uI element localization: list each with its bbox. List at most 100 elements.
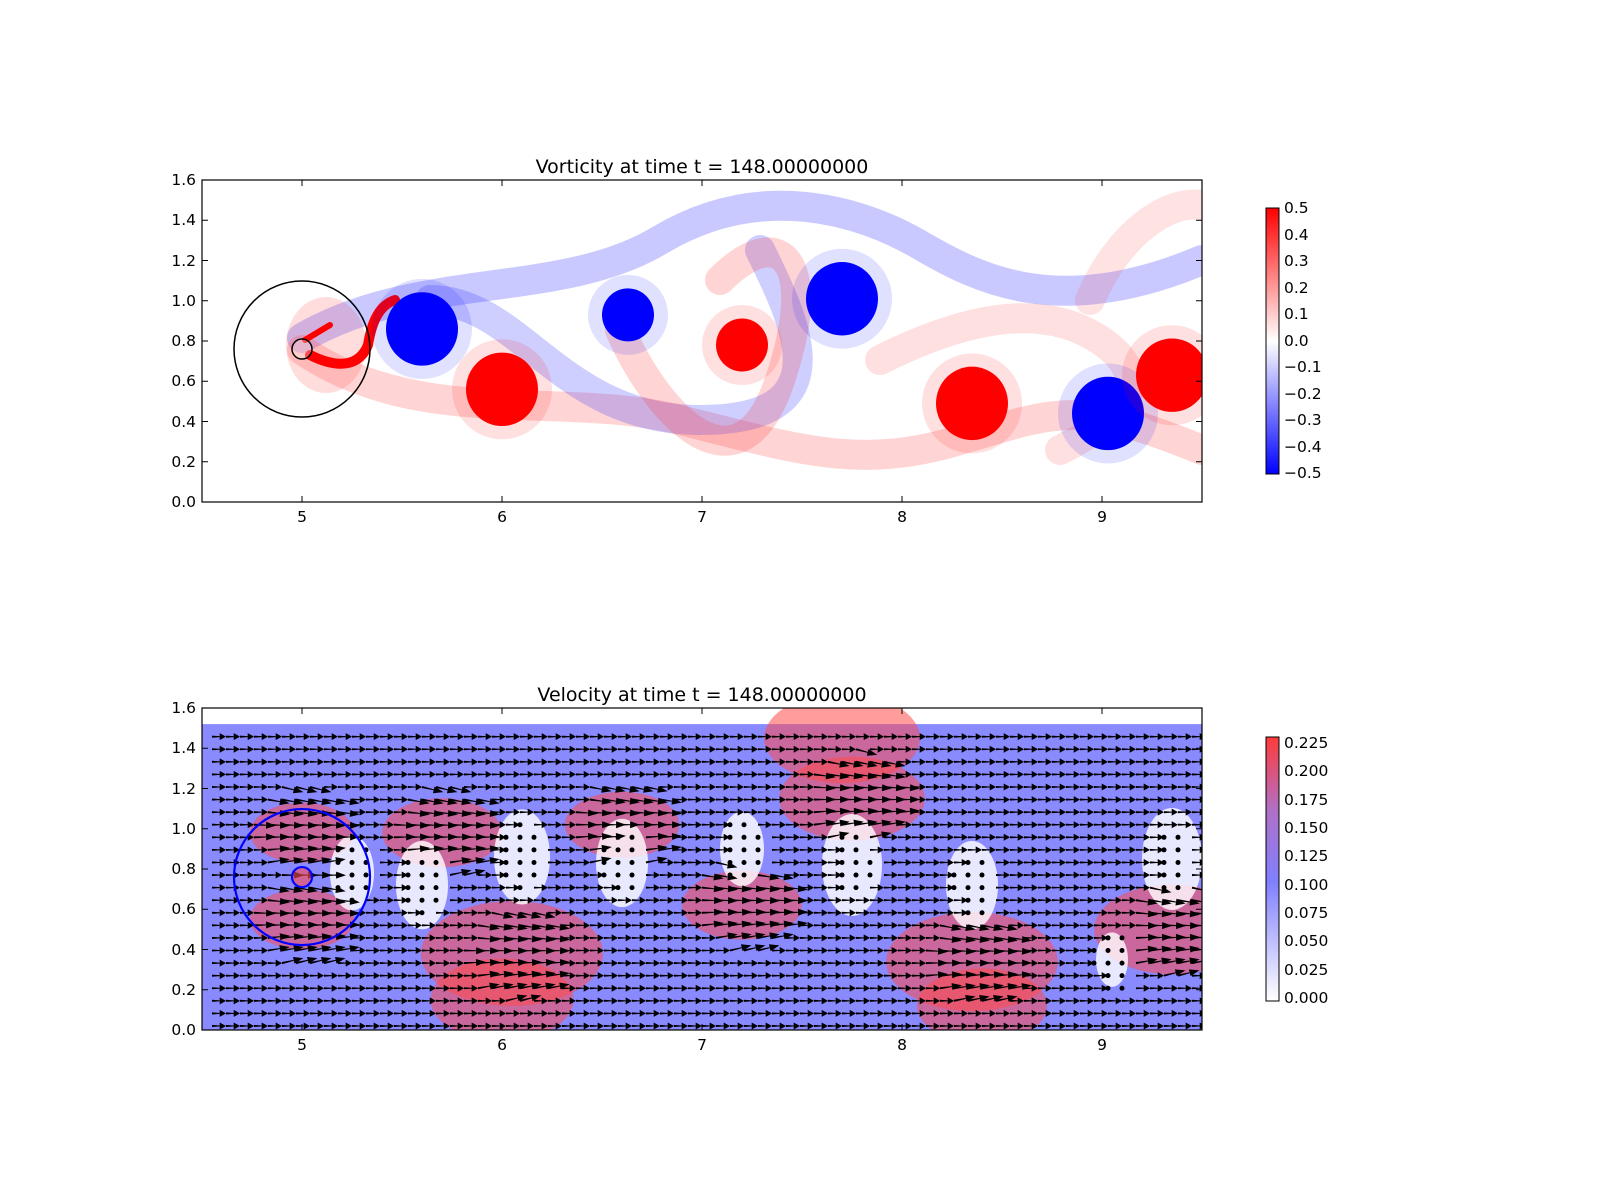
quiver-arrow-head xyxy=(320,786,332,794)
quiver-dot xyxy=(1105,960,1111,966)
quiver-arrow xyxy=(786,785,800,789)
quiver-arrow xyxy=(366,823,380,826)
quiver-arrow xyxy=(1136,735,1150,738)
quiver-arrow xyxy=(478,785,492,789)
quiver-arrow-head xyxy=(793,821,800,829)
vort-cbar-label: −0.4 xyxy=(1284,438,1322,456)
quiver-arrow xyxy=(562,798,576,801)
vel-ytick-label: 1.4 xyxy=(171,739,196,757)
quiver-arrow-head xyxy=(919,871,926,879)
quiver-arrow xyxy=(730,974,744,977)
quiver-arrow xyxy=(366,987,380,990)
quiver-arrow-head xyxy=(345,783,352,791)
quiver-arrow xyxy=(869,798,892,801)
quiver-arrow-head xyxy=(947,1022,954,1030)
quiver-arrow-head xyxy=(905,896,912,904)
quiver-arrow-head xyxy=(919,896,926,904)
quiver-arrow-head xyxy=(1087,783,1094,791)
quiver-arrow xyxy=(1150,748,1164,751)
quiver-arrow xyxy=(1052,899,1066,902)
quiver-arrow xyxy=(982,836,996,839)
quiver-arrow-head xyxy=(373,1022,380,1030)
quiver-arrow-head xyxy=(947,858,954,866)
quiver-arrow xyxy=(814,949,828,952)
quiver-arrow xyxy=(688,899,702,902)
quiver-arrow xyxy=(1150,1012,1164,1015)
quiver-dot xyxy=(517,872,523,878)
quiver-arrow xyxy=(674,999,688,1002)
quiver-arrow-head xyxy=(513,808,520,816)
quiver-arrow-head xyxy=(723,959,730,967)
quiver-arrow-head xyxy=(569,833,576,841)
quiver-arrow-head xyxy=(765,984,772,992)
quiver-arrow xyxy=(856,936,870,939)
quiver-arrow xyxy=(814,936,828,939)
quiver-arrow-head xyxy=(471,896,478,904)
quiver-arrow-head xyxy=(1157,833,1164,841)
quiver-arrow-head xyxy=(555,896,562,904)
quiver-arrow-head xyxy=(933,858,940,866)
quiver-arrow-head xyxy=(863,733,870,741)
quiver-arrow-head xyxy=(709,1022,716,1030)
quiver-arrow-head xyxy=(583,1022,590,1030)
quiver-arrow-head xyxy=(1073,871,1080,879)
quiver-arrow-head xyxy=(1073,808,1080,816)
quiver-arrow-head xyxy=(261,770,268,778)
quiver-arrow-head xyxy=(765,997,772,1005)
quiver-arrow xyxy=(898,999,912,1002)
quiver-arrow-head xyxy=(359,808,366,816)
quiver-arrow xyxy=(674,949,688,952)
quiver-arrow-head xyxy=(695,858,702,866)
quiver-arrow-head xyxy=(219,934,226,942)
quiver-arrow-head xyxy=(849,1022,856,1030)
quiver-arrow xyxy=(856,1012,870,1015)
quiver-arrow-head xyxy=(387,733,394,741)
quiver-arrow xyxy=(800,861,814,864)
quiver-arrow xyxy=(352,785,366,789)
quiver-arrow-head xyxy=(541,770,548,778)
quiver-dot xyxy=(531,834,537,840)
quiver-arrow-head xyxy=(415,997,422,1005)
quiver-arrow-head xyxy=(849,934,856,942)
quiver-dot xyxy=(755,834,761,840)
quiver-arrow xyxy=(520,798,534,801)
quiver-arrow-head xyxy=(429,758,436,766)
quiver-arrow-head xyxy=(359,934,366,942)
quiver-arrow-head xyxy=(793,997,800,1005)
quiver-arrow xyxy=(646,949,660,952)
quiver-arrow xyxy=(800,873,814,877)
quiver-arrow-head xyxy=(639,1022,646,1030)
quiver-arrow-head xyxy=(545,982,556,990)
quiver-arrow xyxy=(450,899,464,902)
quiver-arrow xyxy=(380,785,394,789)
quiver-arrow-head xyxy=(401,997,408,1005)
quiver-arrow xyxy=(1136,873,1150,877)
quiver-arrow xyxy=(1038,936,1052,939)
quiver-arrow-head xyxy=(695,972,702,980)
quiver-arrow xyxy=(702,735,716,738)
quiver-arrow xyxy=(576,861,590,864)
quiver-arrow xyxy=(688,735,702,738)
quiver-arrow xyxy=(548,773,562,776)
quiver-arrow-head xyxy=(905,871,912,879)
quiver-arrow xyxy=(646,735,660,738)
quiver-arrow xyxy=(324,1024,338,1028)
quiver-arrow xyxy=(842,911,856,914)
quiver-arrow-head xyxy=(919,858,926,866)
quiver-arrow xyxy=(1038,735,1052,738)
quiver-arrow-head xyxy=(219,858,226,866)
quiver-arrow xyxy=(310,1012,324,1015)
quiver-arrow xyxy=(758,962,772,965)
quiver-arrow xyxy=(660,735,674,738)
quiver-arrow xyxy=(674,760,688,763)
quiver-arrow xyxy=(814,987,828,990)
quiver-arrow-head xyxy=(569,1022,576,1030)
quiver-arrow xyxy=(842,735,856,738)
quiver-arrow xyxy=(814,886,828,889)
quiver-arrow-head xyxy=(471,783,478,791)
quiver-arrow xyxy=(212,848,226,851)
quiver-arrow xyxy=(814,861,828,864)
quiver-arrow-head xyxy=(653,997,660,1005)
quiver-arrow-head xyxy=(961,758,968,766)
quiver-arrow xyxy=(1010,760,1024,763)
